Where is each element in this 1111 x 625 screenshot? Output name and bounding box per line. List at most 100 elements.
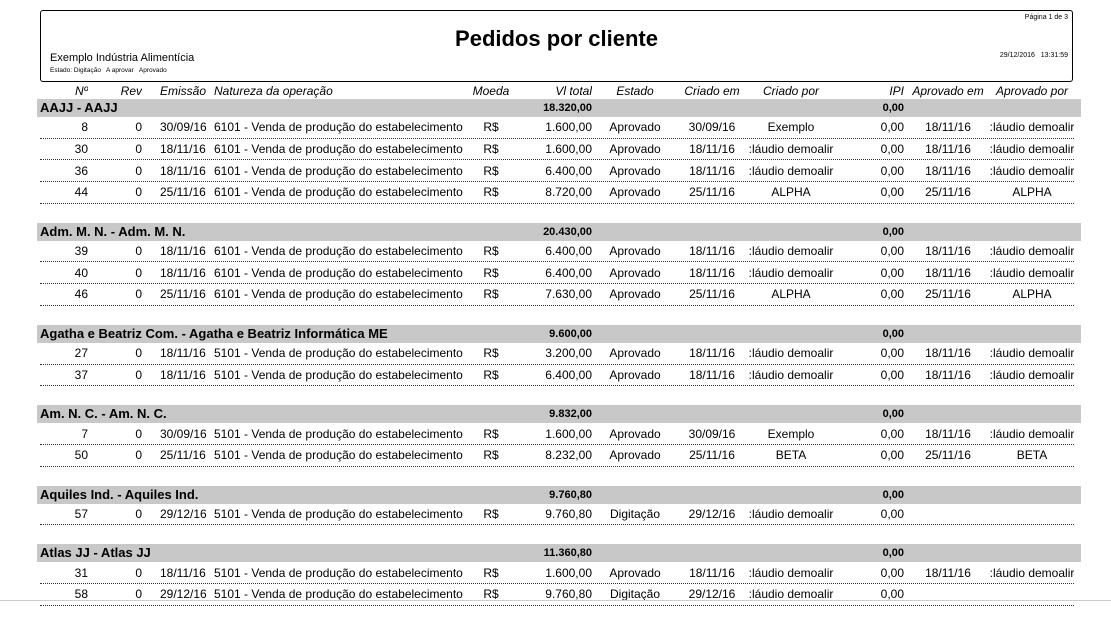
company-name: Exemplo Indústria Alimentícia (50, 52, 195, 64)
row-cell: 30 (74, 142, 88, 157)
row-cell: :láudio demoalir (990, 244, 1074, 259)
order-row: 46 0 25/11/16 6101 - Venda de produção do e… (40, 284, 1074, 306)
row-cell: :láudio demoalir (748, 163, 834, 178)
group-name: Atlas JJ - Atlas JJ (40, 545, 151, 561)
row-cell: 30/09/16 (688, 426, 736, 441)
report-title: Pedidos por cliente (455, 26, 658, 51)
row-cell: 18/11/16 (689, 163, 735, 178)
row-cell: 7 (81, 426, 88, 441)
order-row: 39 0 18/11/16 6101 - Venda de produção do e… (40, 241, 1074, 263)
row-cell: 29/12/16 (688, 587, 736, 602)
row-cell: 0 (135, 287, 142, 302)
row-cell: 0,00 (880, 565, 904, 580)
row-cell: :láudio demoalir (748, 367, 834, 382)
row-cell: :láudio demoalir (990, 565, 1074, 580)
row-cell: 0 (135, 448, 142, 463)
row-cell: 39 (74, 244, 88, 259)
group-ipi: 0,00 (882, 225, 904, 238)
row-cell: 6101 - Venda de produção do estabelecime… (214, 142, 463, 157)
row-cell: 0 (135, 346, 142, 361)
row-cell: :láudio demoalir (990, 163, 1074, 178)
row-cell: 3.200,00 (545, 346, 592, 361)
order-row: 27 0 18/11/16 5101 - Venda de produção do e… (40, 343, 1074, 365)
group-name: Adm. M. N. - Adm. M. N. (40, 223, 186, 239)
row-cell: 5101 - Venda de produção do estabelecime… (214, 367, 463, 382)
row-cell: 6101 - Venda de produção do estabelecime… (214, 244, 463, 259)
row-cell: 0,00 (880, 448, 904, 463)
row-cell: 29/12/16 (160, 587, 207, 602)
row-cell: 0,00 (880, 265, 904, 280)
row-cell: 58 (74, 587, 88, 602)
group-ipi: 0,00 (882, 547, 904, 560)
customer-group: Atlas JJ - Atlas JJ 11.360,80 0,00 31 0 18/11… (0, 544, 1111, 606)
column-header: Estado (616, 84, 654, 98)
row-cell: 25/11/16 (689, 185, 735, 200)
row-cell: ALPHA (1012, 185, 1052, 200)
group-band: Aquiles Ind. - Aquiles Ind. 9.760,80 0,00 (37, 485, 1081, 504)
group-total: 20.430,00 (543, 225, 592, 238)
row-cell: R$ (483, 587, 499, 602)
row-cell: Aprovado (609, 565, 661, 580)
row-cell: 0 (135, 587, 142, 602)
group-total: 18.320,00 (543, 102, 592, 114)
row-cell: 0,00 (880, 506, 904, 521)
order-row: 37 0 18/11/16 5101 - Venda de produção do e… (40, 365, 1074, 387)
group-name: Am. N. C. - Am. N. C. (40, 406, 167, 422)
row-cell: R$ (483, 142, 499, 157)
row-cell: 25/11/16 (925, 287, 971, 302)
column-header: Criado em (684, 84, 740, 98)
row-cell: 18/11/16 (160, 142, 206, 157)
row-cell: 25/11/16 (160, 287, 206, 302)
row-cell: R$ (483, 448, 499, 463)
column-header: Natureza da operação (214, 84, 333, 98)
report-datetime: 29/12/2016 13:31:59 (999, 52, 1068, 59)
row-cell: 8 (81, 120, 88, 135)
column-header: Criado por (762, 84, 820, 98)
row-cell: Aprovado (609, 163, 661, 178)
row-cell: 0 (135, 426, 142, 441)
row-cell: 1.600,00 (545, 426, 592, 441)
column-header: Vl total (555, 84, 592, 98)
column-headers: Nº Rev Emissão Natureza da operação Moeda Vl … (0, 83, 1111, 99)
row-cell: 30/09/16 (160, 426, 207, 441)
group-total: 9.760,80 (549, 488, 592, 501)
row-cell: ALPHA (1012, 287, 1052, 302)
row-cell: 7.630,00 (545, 287, 592, 302)
row-cell: R$ (483, 565, 499, 580)
row-cell: Aprovado (609, 265, 661, 280)
row-cell: 0,00 (880, 163, 904, 178)
row-cell: 46 (74, 287, 88, 302)
row-cell: R$ (483, 426, 499, 441)
row-cell: 18/11/16 (689, 265, 735, 280)
row-cell: R$ (483, 346, 499, 361)
row-cell: R$ (483, 185, 499, 200)
row-cell: BETA (1016, 448, 1048, 463)
order-row: 36 0 18/11/16 6101 - Venda de produção do e… (40, 160, 1074, 183)
order-row: 50 0 25/11/16 5101 - Venda de produção do e… (40, 445, 1074, 467)
row-cell: 18/11/16 (160, 565, 206, 580)
row-cell: 0,00 (880, 185, 904, 200)
row-cell: :láudio demoalir (990, 120, 1074, 135)
row-cell: 6.400,00 (545, 367, 592, 382)
row-cell: ALPHA (771, 287, 811, 302)
page: Pedidos por cliente Página 1 de 3 Exempl… (0, 10, 1111, 606)
row-cell: Aprovado (609, 367, 661, 382)
row-cell: 0,00 (880, 120, 904, 135)
row-cell: 6101 - Venda de produção do estabelecime… (214, 265, 463, 280)
row-cell: 29/12/16 (688, 506, 736, 521)
row-cell: 18/11/16 (925, 426, 971, 441)
row-cell: 5101 - Venda de produção do estabelecime… (214, 426, 463, 441)
group-total: 9.600,00 (549, 327, 592, 340)
row-cell: R$ (483, 163, 499, 178)
row-cell: 6.400,00 (545, 244, 592, 259)
row-cell: 18/11/16 (160, 265, 206, 280)
row-cell: 18/11/16 (925, 244, 971, 259)
group-total: 9.832,00 (549, 408, 592, 421)
row-cell: 31 (74, 565, 88, 580)
row-cell: 0,00 (880, 142, 904, 157)
group-name: Aquiles Ind. - Aquiles Ind. (40, 486, 199, 502)
group-band: Am. N. C. - Am. N. C. 9.832,00 0,00 (37, 405, 1081, 424)
row-cell: 6101 - Venda de produção do estabelecime… (214, 287, 463, 302)
row-cell: Aprovado (609, 244, 661, 259)
row-cell: R$ (483, 244, 499, 259)
